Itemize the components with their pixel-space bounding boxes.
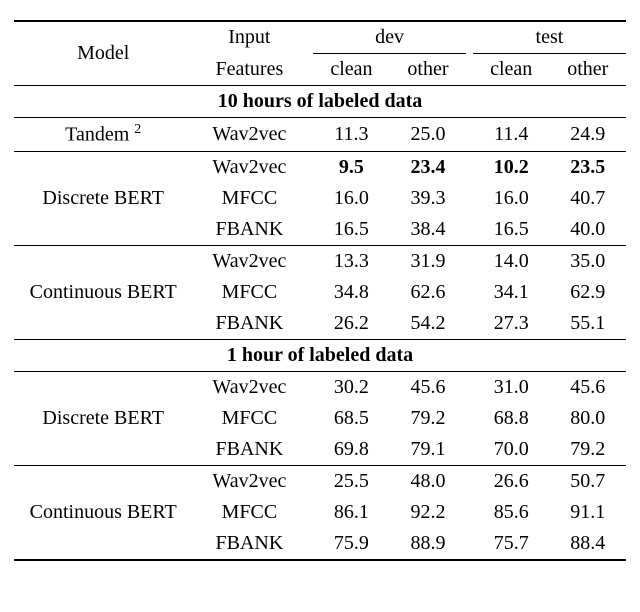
value-cell: 10.2 [473, 151, 550, 183]
value-cell: 85.6 [473, 497, 550, 528]
col-header-test: test [473, 21, 626, 54]
feature-cell: FBANK [192, 214, 306, 246]
section-title: 1 hour of labeled data [14, 339, 626, 371]
feature-cell: FBANK [192, 528, 306, 560]
value-cell: 50.7 [550, 465, 626, 497]
value-cell: 75.9 [313, 528, 390, 560]
feature-cell: MFCC [192, 497, 306, 528]
value-cell: 62.6 [390, 277, 466, 308]
col-header-input: Input [192, 21, 306, 54]
value-cell: 40.7 [550, 183, 626, 214]
value-cell: 62.9 [550, 277, 626, 308]
feature-cell: FBANK [192, 308, 306, 340]
value-cell: 45.6 [550, 371, 626, 403]
feature-cell: Wav2vec [192, 371, 306, 403]
feature-cell: MFCC [192, 277, 306, 308]
col-header-test-clean: clean [473, 54, 550, 86]
value-cell: 38.4 [390, 214, 466, 246]
value-cell: 34.8 [313, 277, 390, 308]
value-cell: 35.0 [550, 245, 626, 277]
value-cell: 54.2 [390, 308, 466, 340]
value-cell: 68.5 [313, 403, 390, 434]
feature-cell: MFCC [192, 183, 306, 214]
value-cell: 48.0 [390, 465, 466, 497]
value-cell: 45.6 [390, 371, 466, 403]
col-header-features: Features [192, 54, 306, 86]
value-cell: 16.5 [313, 214, 390, 246]
value-cell: 26.6 [473, 465, 550, 497]
feature-cell: Wav2vec [192, 465, 306, 497]
model-name: Tandem 2 [14, 118, 192, 152]
value-cell: 11.3 [313, 118, 390, 152]
value-cell: 80.0 [550, 403, 626, 434]
value-cell: 79.1 [390, 434, 466, 466]
value-cell: 25.0 [390, 118, 466, 152]
value-cell: 79.2 [550, 434, 626, 466]
value-cell: 30.2 [313, 371, 390, 403]
value-cell: 75.7 [473, 528, 550, 560]
value-cell: 11.4 [473, 118, 550, 152]
value-cell: 16.0 [473, 183, 550, 214]
value-cell: 69.8 [313, 434, 390, 466]
feature-cell: FBANK [192, 434, 306, 466]
col-header-dev-clean: clean [313, 54, 390, 86]
value-cell: 31.0 [473, 371, 550, 403]
value-cell: 88.9 [390, 528, 466, 560]
feature-cell: Wav2vec [192, 118, 306, 152]
value-cell: 23.5 [550, 151, 626, 183]
value-cell: 88.4 [550, 528, 626, 560]
results-table: Model Input dev test Features clean othe… [14, 20, 626, 561]
model-name: Discrete BERT [14, 151, 192, 245]
value-cell: 55.1 [550, 308, 626, 340]
value-cell: 34.1 [473, 277, 550, 308]
value-cell: 79.2 [390, 403, 466, 434]
value-cell: 39.3 [390, 183, 466, 214]
value-cell: 25.5 [313, 465, 390, 497]
feature-cell: MFCC [192, 403, 306, 434]
value-cell: 13.3 [313, 245, 390, 277]
value-cell: 26.2 [313, 308, 390, 340]
table-body: 10 hours of labeled dataTandem 2Wav2vec1… [14, 86, 626, 560]
value-cell: 40.0 [550, 214, 626, 246]
value-cell: 24.9 [550, 118, 626, 152]
value-cell: 31.9 [390, 245, 466, 277]
value-cell: 86.1 [313, 497, 390, 528]
value-cell: 70.0 [473, 434, 550, 466]
section-title: 10 hours of labeled data [14, 86, 626, 118]
footnote-ref: 2 [134, 122, 141, 137]
value-cell: 23.4 [390, 151, 466, 183]
col-header-dev-other: other [390, 54, 466, 86]
value-cell: 27.3 [473, 308, 550, 340]
model-name: Continuous BERT [14, 245, 192, 339]
value-cell: 16.0 [313, 183, 390, 214]
col-header-model: Model [14, 21, 192, 86]
value-cell: 14.0 [473, 245, 550, 277]
model-name: Continuous BERT [14, 465, 192, 560]
value-cell: 92.2 [390, 497, 466, 528]
value-cell: 9.5 [313, 151, 390, 183]
value-cell: 91.1 [550, 497, 626, 528]
feature-cell: Wav2vec [192, 245, 306, 277]
model-name: Discrete BERT [14, 371, 192, 465]
col-header-test-other: other [550, 54, 626, 86]
value-cell: 68.8 [473, 403, 550, 434]
feature-cell: Wav2vec [192, 151, 306, 183]
value-cell: 16.5 [473, 214, 550, 246]
col-header-dev: dev [313, 21, 466, 54]
